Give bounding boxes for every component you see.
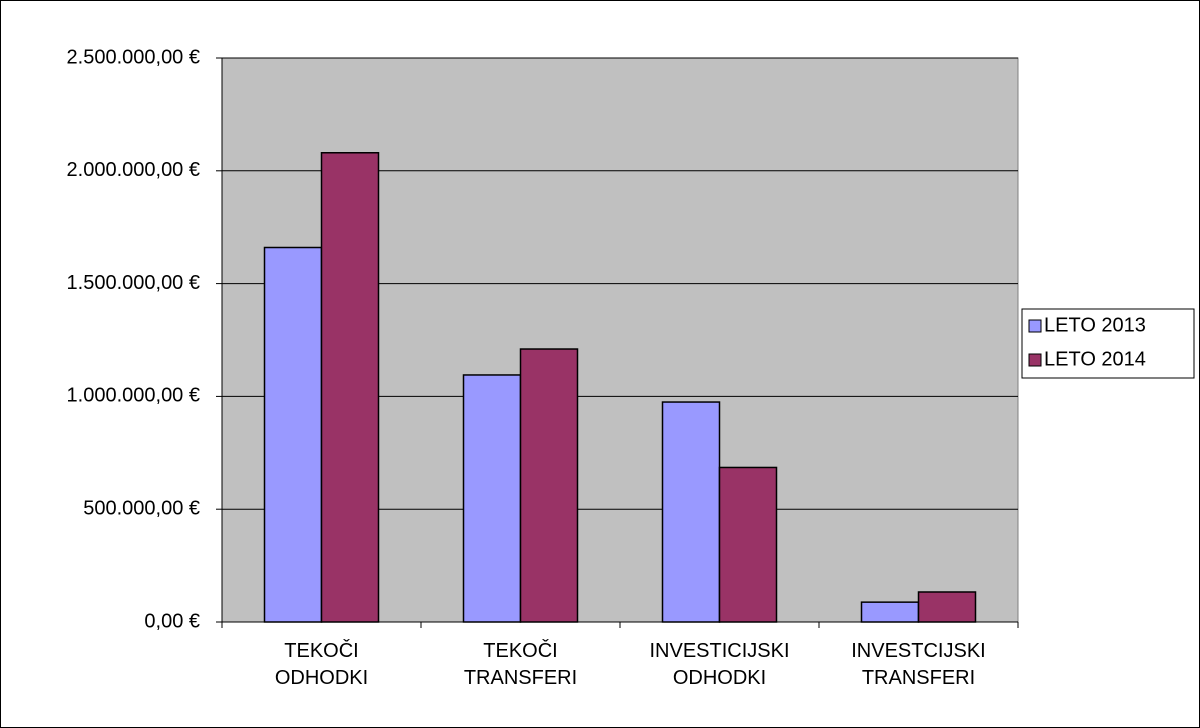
- bar: [320, 152, 380, 623]
- x-tick-label: INVESTCIJSKI TRANSFERI: [851, 640, 986, 689]
- y-tick-label: 2.000.000,00 €: [67, 159, 200, 181]
- y-tick-label: 1.000.000,00 €: [67, 385, 200, 407]
- y-tick-label: 1.500.000,00 €: [67, 272, 200, 294]
- legend-label: LETO 2013: [1044, 314, 1146, 336]
- bar: [519, 348, 579, 623]
- bar: [718, 466, 778, 623]
- x-tick-label: TEKOČI TRANSFERI: [463, 640, 578, 689]
- legend-swatch: [1028, 319, 1042, 333]
- y-tick-label: 500.000,00 €: [83, 497, 200, 519]
- y-tick-label: 0,00 €: [144, 610, 200, 632]
- legend-label: LETO 2014: [1044, 348, 1146, 370]
- y-tick-label: 2.500.000,00 €: [67, 46, 200, 68]
- x-tick-label: TEKOČI ODHODKI: [274, 640, 369, 689]
- legend-swatch: [1028, 353, 1042, 367]
- bar: [263, 246, 323, 623]
- legend-box: [1021, 308, 1195, 379]
- bar: [661, 401, 721, 623]
- bar: [462, 374, 522, 623]
- bar: [917, 591, 977, 623]
- bar: [860, 601, 920, 623]
- x-tick-label: INVESTICIJSKI ODHODKI: [649, 640, 790, 689]
